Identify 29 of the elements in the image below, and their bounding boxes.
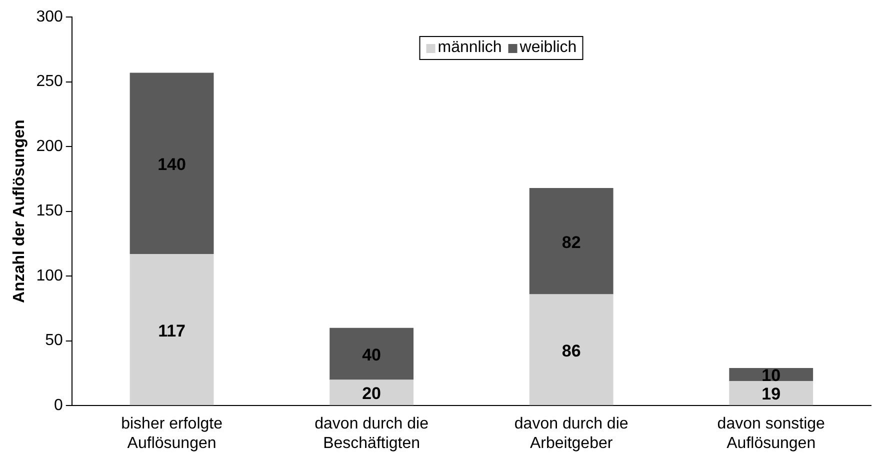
x-tick-label: davon sonstige Auflösungen — [717, 416, 826, 452]
bar — [330, 328, 414, 380]
bar — [130, 254, 214, 406]
legend-label: weiblich — [520, 39, 577, 57]
bar — [729, 380, 814, 406]
y-tick-label: 0 — [54, 397, 63, 414]
y-tick-label: 150 — [36, 202, 63, 220]
data-label: 140 — [158, 155, 186, 174]
data-label: 86 — [562, 341, 581, 360]
y-tick-label: 50 — [45, 332, 63, 350]
legend-label: männlich — [438, 39, 502, 57]
y-tick-label: 300 — [36, 8, 63, 26]
y-tick-label: 250 — [36, 73, 63, 90]
y-tick-label: 100 — [36, 267, 63, 284]
data-label: 10 — [762, 366, 781, 386]
x-tick-label: davon durch die Arbeitgeber — [514, 416, 628, 452]
data-label: 19 — [762, 384, 781, 404]
x-tick-label: bisher erfolgte Auflösungen — [121, 416, 223, 452]
data-label: 20 — [362, 384, 382, 404]
bar — [330, 380, 414, 406]
x-tick-label: davon durch die Beschäftigten — [314, 416, 429, 452]
y-axis-title: Anzahl der Auflösungen — [11, 120, 28, 304]
bar — [130, 72, 214, 254]
data-label: 117 — [158, 321, 186, 340]
y-tick-label: 200 — [36, 138, 63, 155]
data-label: 40 — [362, 345, 382, 364]
data-label: 82 — [562, 232, 581, 252]
bar — [529, 294, 614, 406]
bar — [529, 188, 614, 294]
